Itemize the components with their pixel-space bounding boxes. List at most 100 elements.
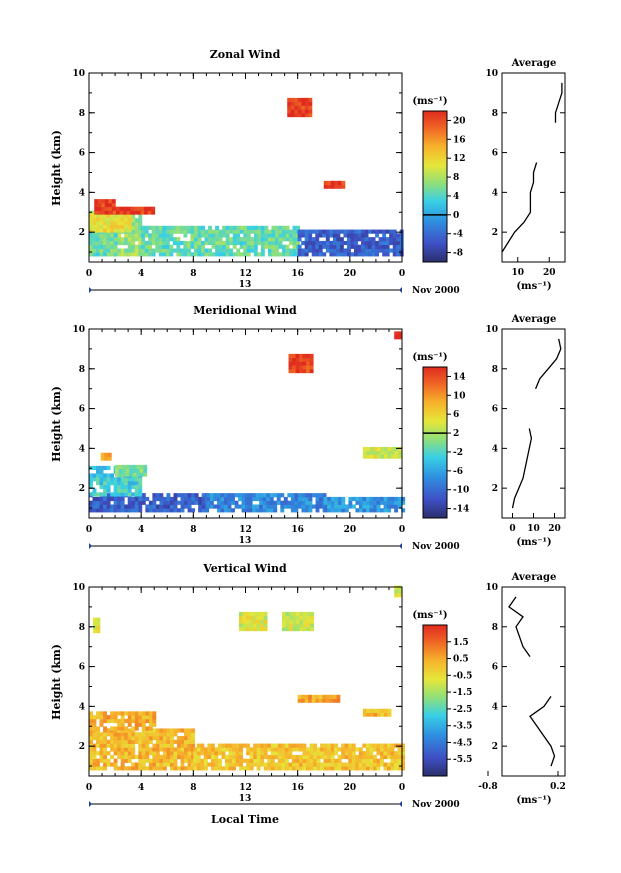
heatmap-cell [401,754,406,760]
heatmap-cell [110,248,115,253]
heatmap-cell [215,252,220,257]
heatmap-cell [131,481,136,486]
heatmap-cell [257,252,262,257]
heatmap-cell [92,617,97,622]
heatmap-cell [375,248,380,253]
heatmap-cell [217,751,222,756]
heatmap-cell [290,500,295,505]
heatmap-cell [369,508,374,513]
heatmap-cell [304,493,309,498]
heatmap-cell [159,504,164,509]
heatmap-cell [235,762,240,767]
heatmap-cell [222,225,227,230]
heatmap-cell [169,762,174,767]
heatmap-cell [124,492,129,497]
heatmap-cell [291,766,296,771]
heatmap-cell [89,233,93,238]
profile-frame [501,72,566,263]
heatmap-cell [364,233,369,238]
heatmap-cell [177,500,181,505]
heatmap-cell [119,210,124,215]
heatmap-cell [401,508,406,513]
heatmap-cell [187,732,192,737]
heatmap-cell [337,747,342,752]
heatmap-cell [120,754,125,760]
heatmap-cell [243,252,248,257]
heatmap-cell [134,248,139,253]
heatmap-cell [152,718,157,724]
heatmap-cell [355,747,360,752]
x-tick-label: 0 [399,525,405,535]
heatmap-cell [183,225,188,230]
heatmap-cell [124,488,129,493]
heatmap-cell [117,217,122,222]
heatmap-cell [210,766,215,771]
heatmap-cell [294,508,299,513]
heatmap-cell [96,465,100,471]
heatmap-cell [193,225,198,230]
heatmap-cell [193,758,198,763]
heatmap-cell [329,240,334,246]
heatmap-cell [301,112,306,118]
heatmap-cell [96,500,100,505]
heatmap-cell [131,732,136,737]
heatmap-cell [376,751,381,756]
heatmap-cell [203,751,208,756]
heatmap-cell [228,747,233,752]
heatmap-cell [89,762,93,767]
heatmap-cell [382,237,387,242]
heatmap-cell [208,248,212,253]
heatmap-cell [332,233,337,238]
heatmap-cells [89,585,406,771]
heatmap-cell [362,446,367,452]
heatmap-cell [166,732,171,737]
heatmap-cell [100,452,105,457]
heatmap-cell [106,217,111,222]
heatmap-cell [138,477,143,482]
heatmap-cell [336,240,341,246]
heatmap-cell [225,762,229,767]
heatmap-cell [110,213,115,218]
heatmap-cell [362,508,367,513]
heatmap-cell [394,331,399,336]
heatmap-cell [155,747,160,752]
heatmap-cell [369,712,374,717]
heatmap-cell [302,368,307,374]
heatmap-cell [361,248,365,253]
heatmap-cell [198,504,203,509]
heatmap-cell [99,743,104,748]
heatmap-cell [89,732,93,737]
heatmap-cell [292,611,297,617]
profile-x-label: 10 [527,524,540,534]
colorbar-label: (ms⁻¹) [412,352,447,363]
heatmap-cell [180,500,185,505]
heatmap-cell [217,762,222,767]
heatmap-cell [322,229,327,234]
heatmap-cell [158,237,163,242]
heatmap-cell [323,751,328,756]
heatmap-cell [201,225,205,230]
heatmap-cell [218,237,223,242]
heatmap-cell [134,477,139,482]
heatmap-cell [366,500,370,505]
colorbar-tick-label: 10 [453,391,466,401]
heatmap-cell [96,224,100,229]
heatmap-cell [369,766,374,771]
heatmap-cell [369,450,374,455]
heatmap-cell [141,248,146,253]
heatmap-cell [364,244,369,249]
colorbar: -5.5-4.5-3.5-2.5-1.5-0.50.51.5 [422,624,472,777]
heatmap-cell [204,229,209,234]
heatmap-cell [348,762,353,767]
heatmap-cell [89,766,93,771]
heatmap-cell [89,240,93,246]
heatmap-cell [248,504,253,509]
heatmap-cell [124,228,129,233]
heatmap-cell [390,762,395,767]
heatmap-cell [184,504,188,509]
heatmap-cell [187,747,192,752]
x-tick-label: 0 [86,783,92,793]
heatmap-cell [131,766,136,771]
heatmap-cell [302,361,307,366]
heatmap-cell [344,743,349,748]
